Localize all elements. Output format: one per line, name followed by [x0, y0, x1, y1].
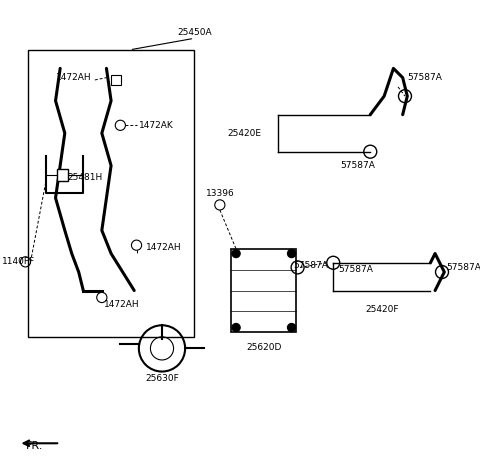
Text: 25420E: 25420E	[228, 129, 262, 138]
Circle shape	[288, 250, 296, 258]
Text: 25450A: 25450A	[177, 28, 212, 37]
Text: 1140FF: 1140FF	[2, 258, 36, 266]
Text: 25630F: 25630F	[145, 374, 179, 383]
Text: 57587A: 57587A	[294, 260, 329, 270]
Circle shape	[232, 323, 240, 332]
Text: 57587A: 57587A	[338, 265, 373, 274]
Text: 25620D: 25620D	[246, 343, 281, 352]
Text: 1472AH: 1472AH	[56, 73, 91, 82]
Circle shape	[232, 250, 240, 258]
Text: 1472AK: 1472AK	[139, 121, 174, 130]
Text: 1472AH: 1472AH	[104, 300, 140, 309]
Text: 1472AH: 1472AH	[146, 243, 181, 252]
Text: FR.: FR.	[25, 440, 43, 451]
Bar	[28, 50, 194, 337]
Text: 25481H: 25481H	[67, 172, 102, 181]
Bar	[231, 249, 296, 332]
Text: 57587A: 57587A	[447, 263, 480, 272]
Bar	[57, 169, 68, 180]
Text: 57587A: 57587A	[340, 161, 375, 170]
Bar	[110, 75, 121, 85]
Text: 57587A: 57587A	[408, 73, 442, 82]
Circle shape	[288, 323, 296, 332]
Text: 13396: 13396	[205, 189, 234, 198]
Text: 25420F: 25420F	[365, 305, 398, 313]
